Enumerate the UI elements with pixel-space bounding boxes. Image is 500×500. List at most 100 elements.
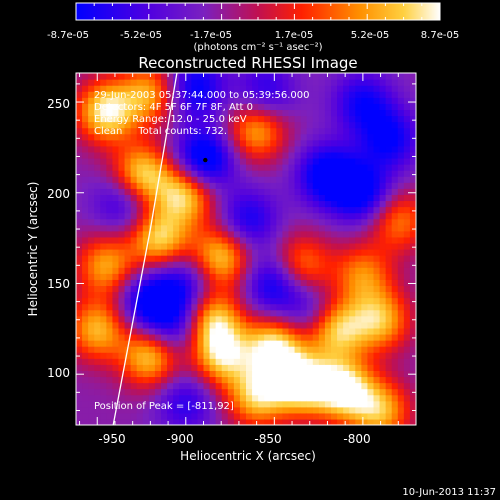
- heatmap-cell: [209, 176, 217, 183]
- heatmap-cell: [185, 200, 192, 208]
- heatmap-cell: [167, 115, 174, 123]
- heatmap-cell: [191, 182, 199, 189]
- heatmap-cell: [361, 139, 369, 147]
- heatmap-cell: [118, 73, 126, 80]
- heatmap-cell: [227, 236, 235, 244]
- heatmap-cell: [106, 255, 114, 262]
- heatmap-cell: [258, 376, 265, 384]
- heatmap-cell: [252, 206, 259, 214]
- heatmap-cell: [385, 412, 393, 420]
- heatmap-cell: [337, 97, 344, 104]
- heatmap-cell: [179, 115, 186, 123]
- heatmap-cell: [349, 291, 356, 299]
- heatmap-cell: [142, 212, 150, 220]
- heatmap-cell: [373, 164, 381, 171]
- colorbar-tick-label-2: -1.7e-05: [190, 30, 232, 41]
- heatmap-cell: [361, 212, 369, 220]
- heatmap-cell: [130, 273, 138, 280]
- heatmap-cell: [88, 400, 95, 408]
- heatmap-cell: [124, 182, 132, 189]
- heatmap-cell: [148, 242, 156, 250]
- heatmap-cell: [82, 176, 89, 183]
- heatmap-cell: [276, 346, 284, 353]
- heatmap-cell: [324, 242, 332, 250]
- heatmap-cell: [361, 273, 369, 280]
- heatmap-cell: [331, 109, 338, 117]
- heatmap-cell: [246, 200, 253, 208]
- heatmap-cell: [100, 279, 107, 287]
- heatmap-cell: [118, 297, 126, 305]
- heatmap-cell: [154, 97, 162, 104]
- heatmap-cell: [361, 327, 369, 335]
- heatmap-cell: [215, 145, 223, 153]
- heatmap-cell: [112, 364, 120, 371]
- heatmap-cell: [227, 406, 235, 414]
- heatmap-cell: [270, 164, 277, 171]
- heatmap-cell: [173, 224, 180, 232]
- heatmap-cell: [361, 315, 369, 323]
- heatmap-cell: [197, 388, 205, 396]
- heatmap-cell: [142, 85, 150, 92]
- heatmap-cell: [300, 182, 308, 189]
- heatmap-cell: [331, 115, 338, 123]
- heatmap-cell: [203, 352, 211, 359]
- heatmap-cell: [306, 145, 314, 153]
- heatmap-cell: [148, 400, 156, 408]
- heatmap-cell: [385, 79, 393, 86]
- heatmap-cell: [300, 388, 308, 396]
- heatmap-cell: [233, 206, 241, 214]
- heatmap-cell: [282, 364, 290, 371]
- heatmap-cell: [373, 412, 381, 420]
- heatmap-cell: [355, 412, 362, 420]
- heatmap-cell: [385, 73, 393, 80]
- heatmap-cell: [209, 406, 217, 414]
- heatmap-cell: [276, 418, 284, 425]
- heatmap-cell: [239, 255, 247, 262]
- heatmap-cell: [282, 73, 290, 80]
- heatmap-cell: [130, 352, 138, 359]
- heatmap-cell: [179, 164, 186, 171]
- heatmap-cell: [161, 382, 168, 390]
- heatmap-cell: [173, 370, 180, 378]
- axis-ticks: [76, 73, 417, 425]
- heatmap-cell: [252, 364, 259, 371]
- heatmap-cell: [191, 352, 199, 359]
- heatmap-cell: [106, 145, 114, 153]
- heatmap-cell: [282, 79, 290, 86]
- heatmap-cell: [355, 151, 362, 159]
- heatmap-cell: [185, 212, 192, 220]
- heatmap-cell: [385, 285, 393, 293]
- heatmap-cell: [373, 285, 381, 293]
- heatmap-cell: [276, 157, 284, 165]
- heatmap-cell: [94, 333, 101, 341]
- heatmap-cell: [258, 418, 265, 425]
- heatmap-cell: [136, 109, 144, 117]
- heatmap-cell: [154, 121, 162, 129]
- heatmap-cell: [239, 236, 247, 244]
- heatmap-cell: [349, 364, 356, 371]
- heatmap-cell: [409, 73, 416, 80]
- heatmap-cell: [403, 103, 411, 111]
- heatmap-cell: [373, 352, 381, 359]
- heatmap-cell: [367, 394, 375, 402]
- heatmap-cell: [379, 303, 387, 311]
- heatmap-cell: [118, 224, 126, 232]
- heatmap-cell: [282, 394, 290, 402]
- heatmap-cell: [288, 230, 296, 238]
- heatmap-cell: [385, 309, 393, 317]
- heatmap-cell: [88, 315, 95, 323]
- heatmap-cell: [227, 230, 235, 238]
- heatmap-cell: [82, 206, 89, 214]
- heatmap-cell: [197, 145, 205, 153]
- heatmap-cell: [264, 127, 271, 135]
- heatmap-cell: [258, 109, 265, 117]
- heatmap-cell: [167, 230, 174, 238]
- heatmap-cell: [142, 406, 150, 414]
- heatmap-cell: [173, 206, 180, 214]
- heatmap-cell: [385, 224, 393, 232]
- heatmap-cell: [246, 321, 253, 329]
- heatmap-cell: [391, 145, 399, 153]
- heatmap-cell: [361, 73, 369, 80]
- heatmap-cell: [239, 176, 247, 183]
- heatmap-cell: [88, 127, 95, 135]
